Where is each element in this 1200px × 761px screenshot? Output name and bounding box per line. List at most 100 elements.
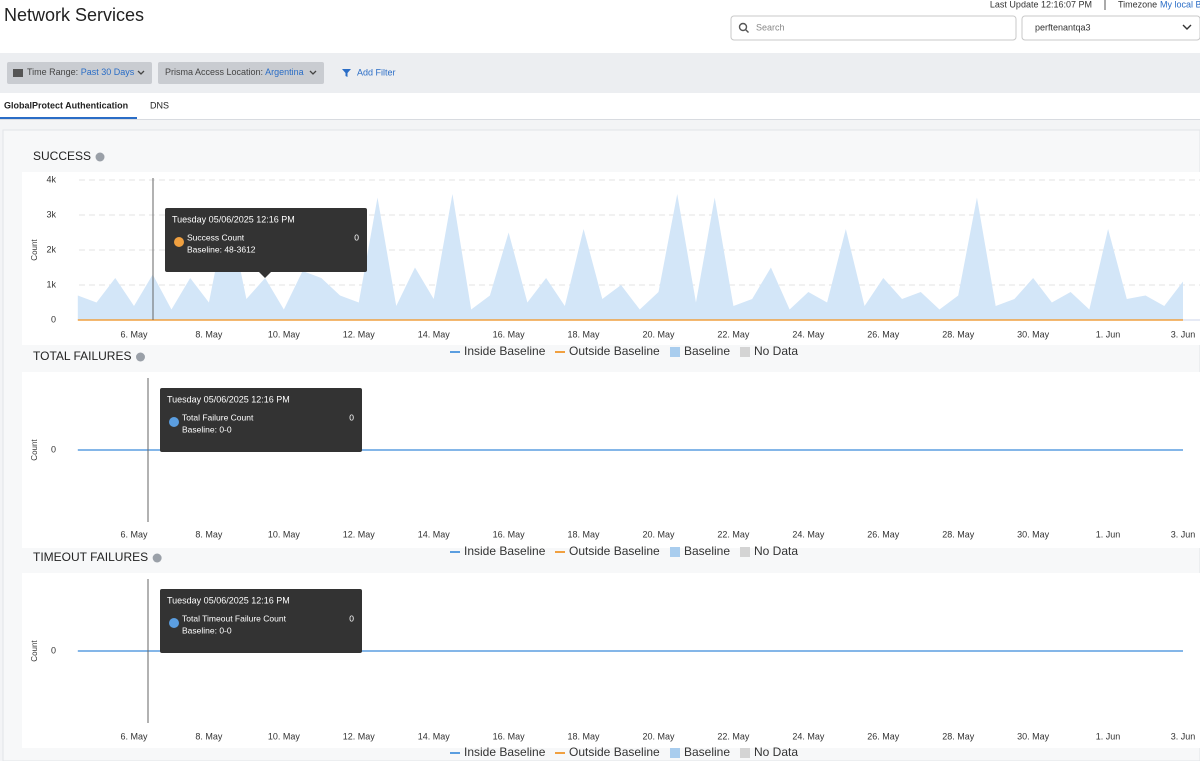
x-tick-label: 30. May <box>1017 329 1050 339</box>
y-tick-label: 1k <box>46 279 56 289</box>
legend-symbol <box>740 547 750 557</box>
x-tick-label: 12. May <box>343 731 376 741</box>
x-tick-label: 3. Jun <box>1171 529 1196 539</box>
x-tick-label: 18. May <box>568 329 601 339</box>
x-tick-label: 1. Jun <box>1096 329 1121 339</box>
x-tick-label: 28. May <box>942 731 975 741</box>
legend-label: Inside Baseline <box>464 745 546 759</box>
timezone-label: Timezone <box>1118 0 1157 9</box>
chevron <box>1182 24 1192 30</box>
x-tick-label: 16. May <box>493 731 526 741</box>
legend-label: Inside Baseline <box>464 344 546 358</box>
x-tick-label: 14. May <box>418 731 451 741</box>
filter-chip[interactable] <box>7 62 152 84</box>
tooltip-label: Total Failure Count <box>182 412 254 422</box>
x-tick-label: 3. Jun <box>1171 731 1196 741</box>
filter-label: Time Range: <box>27 67 78 77</box>
legend-label: Inside Baseline <box>464 544 546 558</box>
legend-label: Baseline <box>684 544 730 558</box>
tooltip-title: Tuesday 05/06/2025 12:16 PM <box>167 595 290 605</box>
x-tick-label: 14. May <box>418 329 451 339</box>
tooltip-baseline: Baseline: 48-3612 <box>187 244 256 254</box>
x-tick-label: 10. May <box>268 731 301 741</box>
legend-label: No Data <box>754 745 798 759</box>
tooltip-title: Tuesday 05/06/2025 12:16 PM <box>167 394 290 404</box>
chart-title: TOTAL FAILURES <box>33 349 131 363</box>
filter-value: Past 30 Days <box>81 67 135 77</box>
legend-symbol <box>670 547 680 557</box>
x-tick-label: 20. May <box>642 731 675 741</box>
tooltip-bg <box>160 589 362 653</box>
filter-chip[interactable] <box>158 62 324 84</box>
legend-label: No Data <box>754 344 798 358</box>
x-tick-label: 18. May <box>568 529 601 539</box>
tooltip-marker <box>174 237 184 247</box>
search-placeholder: Search <box>756 22 785 32</box>
tooltip-title: Tuesday 05/06/2025 12:16 PM <box>172 214 295 224</box>
filter-icon <box>342 69 351 77</box>
tooltip-marker <box>169 618 179 628</box>
x-tick-label: 28. May <box>942 529 975 539</box>
tooltip-label: Total Timeout Failure Count <box>182 613 287 623</box>
page-title: Network Services <box>4 5 144 25</box>
x-tick-label: 22. May <box>717 329 750 339</box>
y-tick-label: 4k <box>46 174 56 184</box>
legend-label: Outside Baseline <box>569 344 660 358</box>
baseline-area <box>77 194 1183 320</box>
x-tick-label: 10. May <box>268 329 301 339</box>
tooltip-value: 0 <box>349 412 354 422</box>
chart-title: SUCCESS <box>33 149 91 163</box>
x-tick-label: 30. May <box>1017 731 1050 741</box>
tooltip-baseline: Baseline: 0-0 <box>182 625 232 635</box>
x-tick-label: 26. May <box>867 529 900 539</box>
chevron <box>137 70 145 75</box>
chart-title: TIMEOUT FAILURES <box>33 550 148 564</box>
tab-underline <box>0 117 137 119</box>
x-tick-label: 8. May <box>195 529 223 539</box>
legend-symbol <box>740 347 750 357</box>
tooltip-label: Success Count <box>187 232 245 242</box>
info-icon <box>135 352 145 362</box>
y-axis-label: Count <box>30 640 39 662</box>
search-box[interactable] <box>730 15 1017 41</box>
y-axis-label: Count <box>30 439 39 461</box>
x-tick-label: 12. May <box>343 529 376 539</box>
x-tick-label: 16. May <box>493 529 526 539</box>
tab[interactable]: DNS <box>150 100 169 110</box>
legend-symbol <box>670 347 680 357</box>
timezone-value[interactable]: My local B <box>1160 0 1200 9</box>
x-tick-label: 6. May <box>120 329 148 339</box>
legend-symbol <box>670 748 680 758</box>
x-tick-label: 24. May <box>792 529 825 539</box>
x-tick-label: 16. May <box>493 329 526 339</box>
y-tick-label: 0 <box>51 645 56 655</box>
tenant-dropdown[interactable] <box>1021 15 1200 41</box>
legend-symbol <box>740 748 750 758</box>
x-tick-label: 6. May <box>120 731 148 741</box>
legend-label: Outside Baseline <box>569 745 660 759</box>
tab-active[interactable]: GlobalProtect Authentication <box>4 100 128 110</box>
x-tick-label: 20. May <box>642 329 675 339</box>
x-tick-label: 8. May <box>195 731 223 741</box>
search-icon <box>745 29 749 33</box>
x-tick-label: 30. May <box>1017 529 1050 539</box>
tooltip-value: 0 <box>354 232 359 242</box>
x-tick-label: 28. May <box>942 329 975 339</box>
add-filter[interactable]: Add Filter <box>357 67 396 77</box>
x-tick-label: 12. May <box>343 329 376 339</box>
chevron <box>309 70 317 75</box>
tooltip-baseline: Baseline: 0-0 <box>182 424 232 434</box>
tooltip-marker <box>169 417 179 427</box>
tab-bar <box>0 93 1200 120</box>
x-tick-label: 20. May <box>642 529 675 539</box>
x-tick-label: 1. Jun <box>1096 731 1121 741</box>
y-tick-label: 0 <box>51 444 56 454</box>
x-tick-label: 1. Jun <box>1096 529 1121 539</box>
x-tick-label: 18. May <box>568 731 601 741</box>
y-tick-label: 2k <box>46 244 56 254</box>
x-tick-label: 3. Jun <box>1171 329 1196 339</box>
x-tick-label: 14. May <box>418 529 451 539</box>
calendar-icon <box>13 69 23 77</box>
last-update: Last Update 12:16:07 PM <box>990 0 1092 9</box>
